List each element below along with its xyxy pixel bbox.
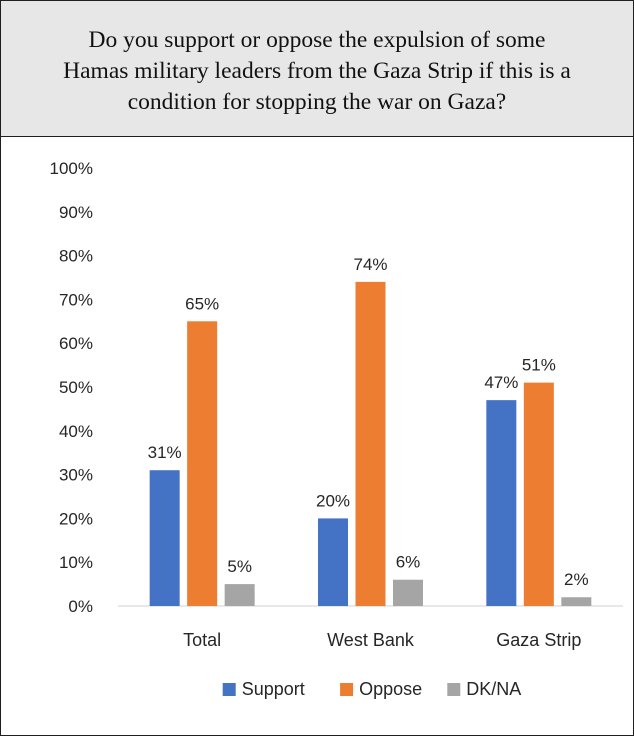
- bar-dk-na: [561, 597, 592, 606]
- chart-title: Do you support or oppose the expulsion o…: [63, 27, 571, 115]
- bar-support: [486, 400, 517, 606]
- data-label: 2%: [564, 570, 589, 589]
- y-tick-label: 50%: [59, 378, 93, 397]
- legend-label: DK/NA: [466, 679, 521, 699]
- data-label: 31%: [148, 443, 182, 462]
- x-tick-label: Gaza Strip: [496, 630, 581, 650]
- y-tick-label: 80%: [59, 247, 93, 266]
- chart-area: 0% 10% 20% 30% 40% 50% 60% 70% 80% 90% 100% 31% 65%…: [1, 138, 633, 735]
- bar-oppose: [355, 281, 386, 606]
- x-tick-label: West Bank: [327, 630, 415, 650]
- bar-support: [149, 470, 180, 606]
- legend-swatch: [447, 683, 461, 696]
- y-tick-label: 90%: [59, 203, 93, 222]
- bar-dk-na: [224, 584, 255, 606]
- x-axis: Total West Bank Gaza Strip: [183, 630, 581, 650]
- data-label: 65%: [185, 294, 219, 313]
- legend-swatch: [222, 683, 236, 696]
- y-tick-label: 40%: [59, 422, 93, 441]
- y-tick-label: 20%: [59, 509, 93, 528]
- data-label: 47%: [484, 373, 518, 392]
- data-label: 6%: [396, 553, 421, 572]
- bar-dk-na: [393, 579, 423, 606]
- data-label: 5%: [227, 557, 252, 576]
- data-label: 20%: [316, 491, 350, 510]
- y-tick-label: 10%: [59, 553, 93, 572]
- x-tick-label: Total: [183, 630, 221, 650]
- y-tick-label: 30%: [59, 466, 93, 485]
- legend-label: Support: [242, 679, 305, 699]
- y-tick-label: 0%: [68, 597, 93, 616]
- bar-oppose: [187, 321, 218, 606]
- title-box: Do you support or oppose the expulsion o…: [1, 1, 633, 137]
- legend-swatch: [340, 683, 354, 696]
- y-tick-label: 70%: [59, 290, 93, 309]
- y-tick-label: 100%: [50, 159, 93, 178]
- bar-oppose: [523, 382, 554, 606]
- bar-support: [318, 518, 348, 606]
- legend: Support Oppose DK/NA: [222, 679, 521, 699]
- y-tick-label: 60%: [59, 334, 93, 353]
- data-label: 51%: [522, 356, 556, 375]
- data-label: 74%: [353, 255, 387, 274]
- bars: [149, 281, 592, 606]
- data-labels: 31% 65% 5% 20% 74% 6% 47%51% 2%: [148, 255, 589, 589]
- legend-label: Oppose: [359, 679, 422, 699]
- bar-chart: 0% 10% 20% 30% 40% 50% 60% 70% 80% 90% 100% 31% 65%…: [50, 159, 623, 699]
- y-axis: 0% 10% 20% 30% 40% 50% 60% 70% 80% 90% 100%: [50, 159, 93, 616]
